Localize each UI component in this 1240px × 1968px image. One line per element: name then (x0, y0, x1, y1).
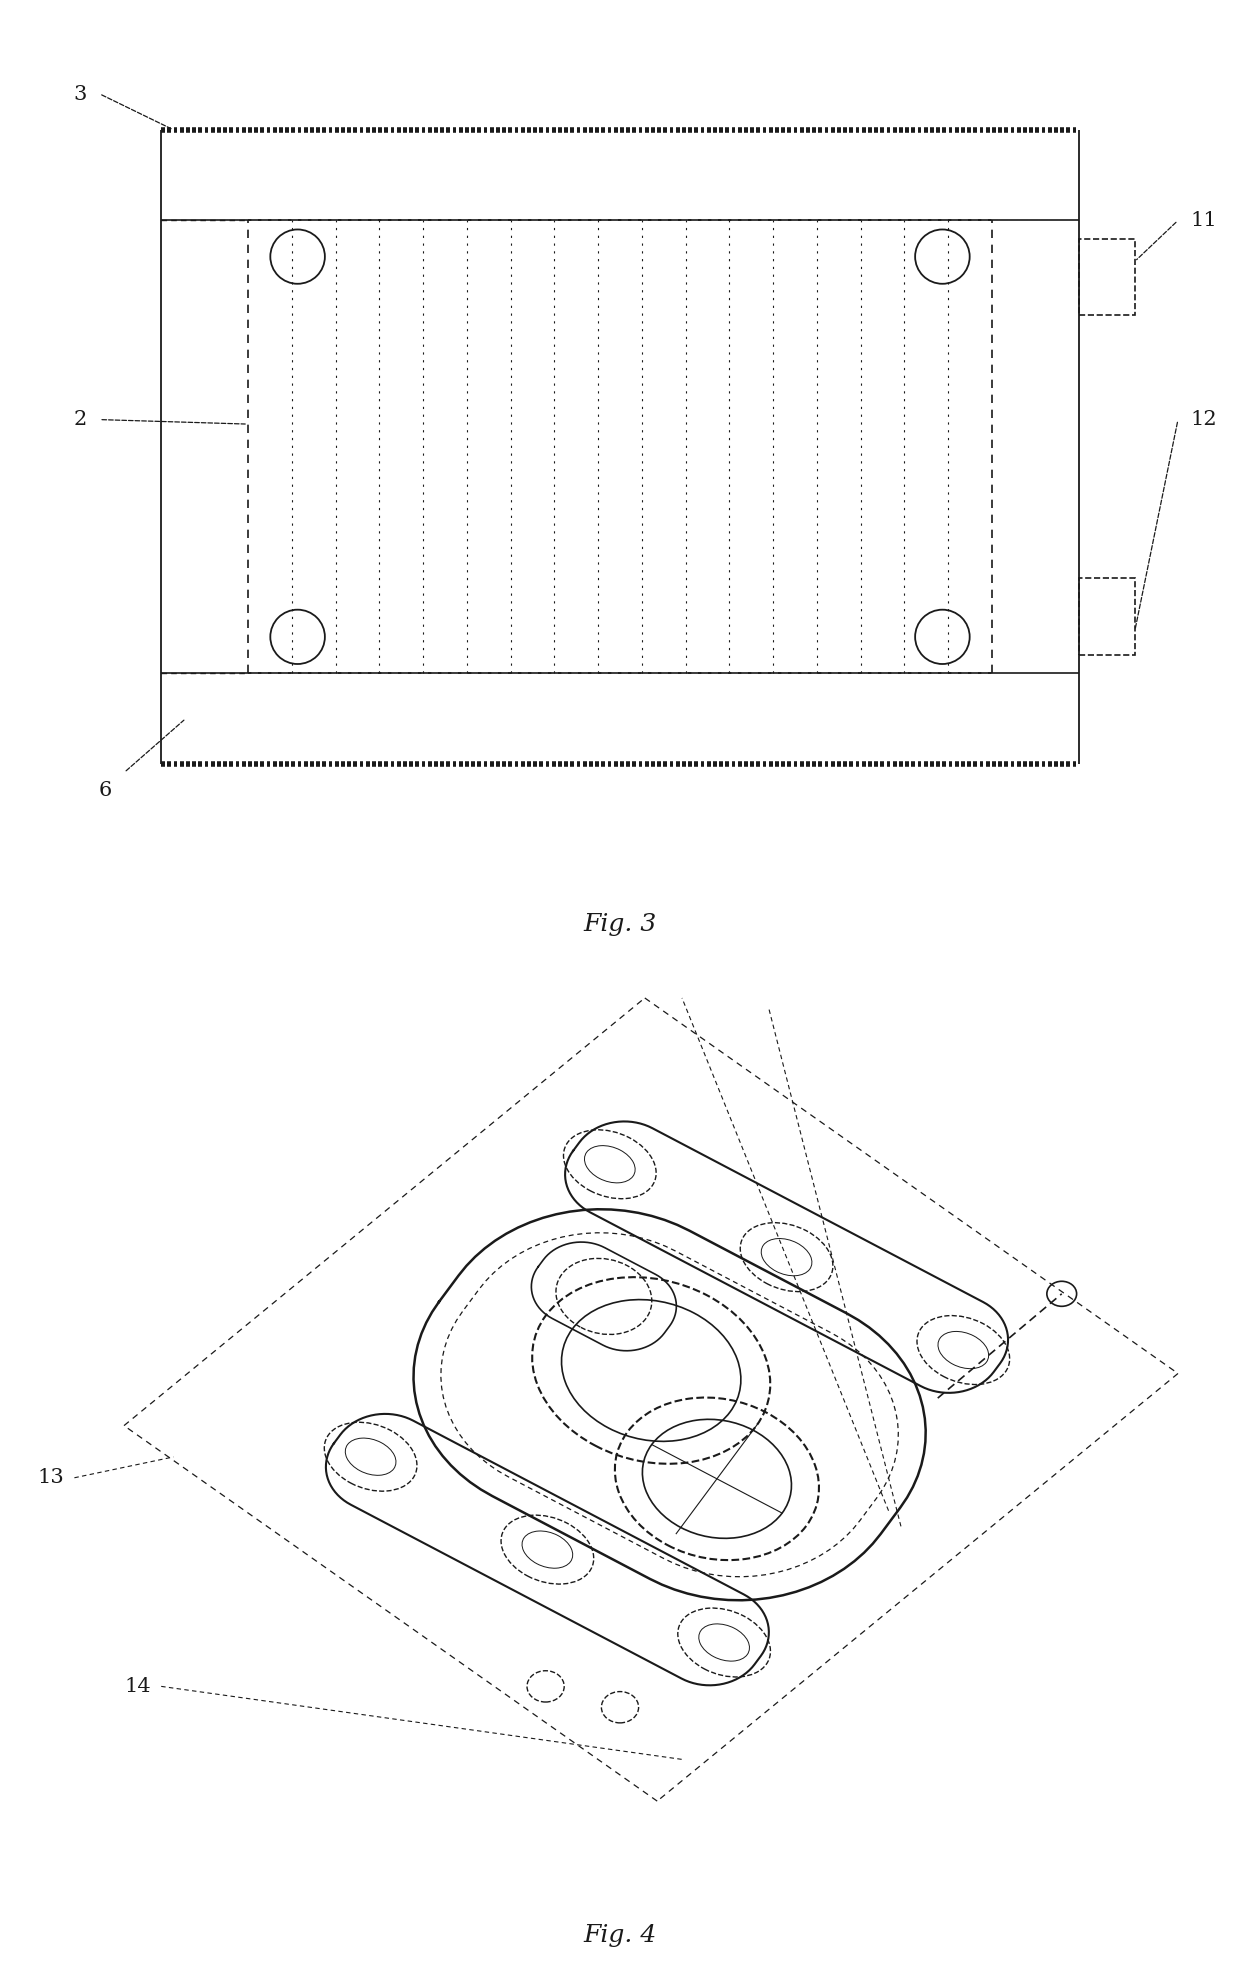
Text: Fig. 4: Fig. 4 (583, 1925, 657, 1946)
Text: Fig. 3: Fig. 3 (583, 913, 657, 935)
Text: 6: 6 (98, 781, 112, 801)
Text: 11: 11 (1190, 211, 1218, 230)
Text: 14: 14 (124, 1677, 150, 1696)
Text: 13: 13 (37, 1468, 64, 1488)
Text: 12: 12 (1190, 409, 1216, 429)
Text: 3: 3 (73, 85, 87, 104)
Text: 2: 2 (73, 409, 87, 429)
